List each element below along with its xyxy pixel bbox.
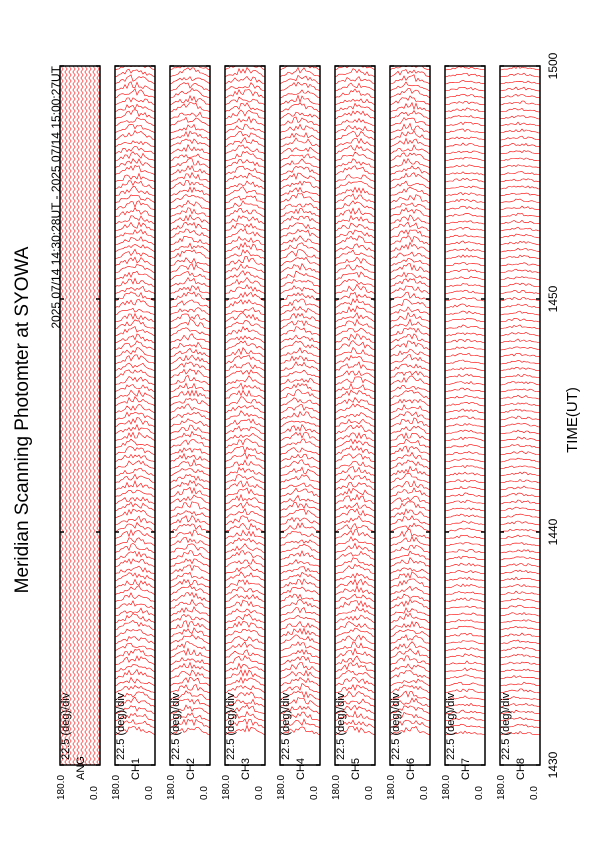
y-tick-label: 0.0	[419, 786, 430, 800]
chart-subtitle: 2025 07/14 14:30:28UT - 2025 07/14 15:00…	[49, 65, 63, 328]
y-tick-label: 180.0	[221, 775, 232, 800]
y-tick-label: 180.0	[496, 775, 507, 800]
traces	[444, 66, 486, 736]
y-tick-label: 0.0	[309, 786, 320, 800]
traces	[279, 65, 321, 736]
channel-label: CH7	[460, 758, 472, 780]
channel-label: CH8	[515, 758, 527, 780]
traces	[389, 65, 431, 736]
panel-frame	[169, 65, 211, 766]
scale-label: 22.5 (deg)/div	[335, 692, 347, 760]
y-tick-label: 0.0	[364, 786, 375, 800]
scale-label: 22.5 (deg)/div	[390, 692, 402, 760]
traces	[169, 65, 211, 736]
traces	[114, 65, 156, 736]
scale-label: 22.5 (deg)/div	[225, 692, 237, 760]
y-tick-label: 0.0	[474, 786, 485, 800]
x-tick-label: 1500	[546, 52, 560, 79]
x-tick-label: 1450	[546, 285, 560, 312]
y-tick-label: 0.0	[199, 786, 210, 800]
y-tick-label: 0.0	[254, 786, 265, 800]
channel-label: CH4	[295, 758, 307, 780]
channel-label: ANG	[75, 756, 87, 780]
panel-frame	[444, 65, 486, 766]
x-tick-label: 1440	[546, 518, 560, 545]
y-tick-label: 0.0	[89, 786, 100, 800]
scale-label: 22.5 (deg)/div	[60, 692, 72, 760]
panel-frame	[499, 65, 541, 766]
scale-label: 22.5 (deg)/div	[280, 692, 292, 760]
panel-frame	[389, 65, 431, 766]
traces	[224, 65, 266, 736]
traces	[60, 65, 100, 766]
panel-frame	[279, 65, 321, 766]
y-tick-label: 180.0	[276, 775, 287, 800]
traces	[499, 65, 541, 736]
y-tick-label: 0.0	[529, 786, 540, 800]
y-tick-label: 0.0	[144, 786, 155, 800]
channel-label: CH6	[405, 758, 417, 780]
y-tick-label: 180.0	[386, 775, 397, 800]
panel-frame	[224, 65, 266, 766]
channel-label: CH2	[185, 758, 197, 780]
y-tick-label: 180.0	[56, 775, 67, 800]
traces	[334, 65, 376, 736]
y-tick-label: 180.0	[166, 775, 177, 800]
panel-frame	[59, 65, 101, 766]
scale-label: 22.5 (deg)/div	[170, 692, 182, 760]
channel-label: CH1	[130, 758, 142, 780]
scale-label: 22.5 (deg)/div	[115, 692, 127, 760]
panel-frame	[114, 65, 156, 766]
channel-label: CH3	[240, 758, 252, 780]
panel-frame	[334, 65, 376, 766]
y-tick-label: 180.0	[441, 775, 452, 800]
scale-label: 22.5 (deg)/div	[500, 692, 512, 760]
chart-title: Meridian Scanning Photomter at SYOWA	[12, 246, 33, 593]
x-axis-label: TIME(UT)	[564, 387, 581, 453]
y-tick-label: 180.0	[331, 775, 342, 800]
y-tick-label: 180.0	[111, 775, 122, 800]
channel-label: CH5	[350, 758, 362, 780]
x-tick-label: 1430	[546, 751, 560, 778]
scale-label: 22.5 (deg)/div	[445, 692, 457, 760]
